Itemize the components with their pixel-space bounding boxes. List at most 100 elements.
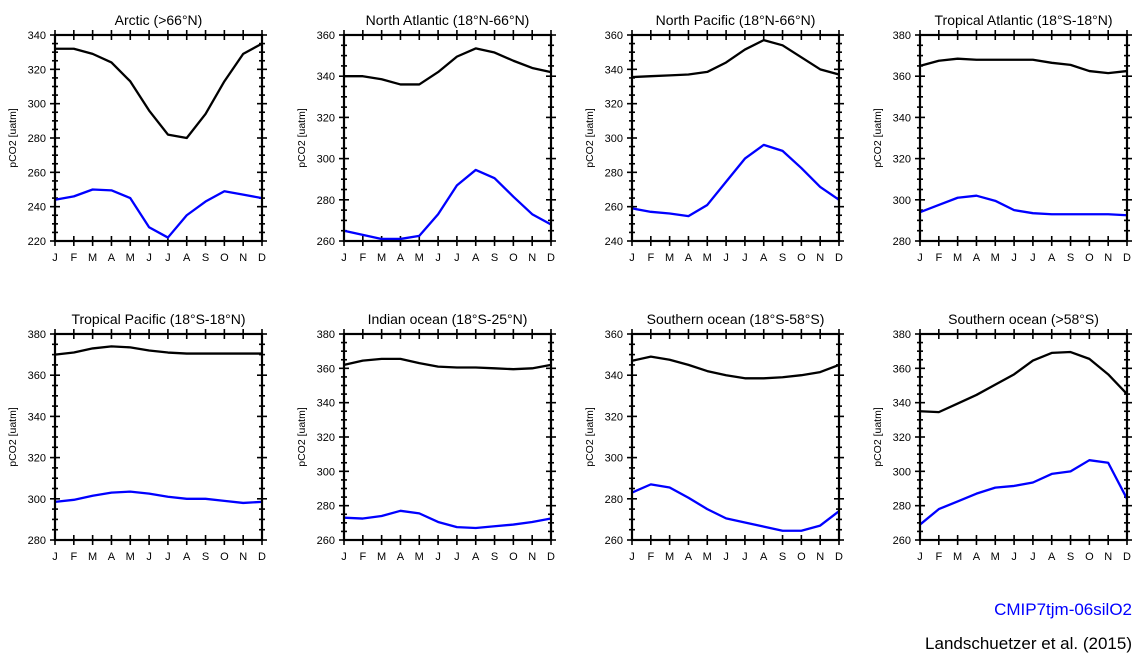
y-tick-label: 280: [893, 236, 911, 248]
series-line-observations: [55, 42, 263, 140]
y-tick-label: 320: [893, 432, 911, 444]
series-line-observations: [344, 47, 552, 86]
y-tick-label: 280: [28, 133, 46, 145]
y-tick-label: 300: [605, 453, 623, 465]
y-tick-label: 340: [893, 398, 911, 410]
x-tick-label: M: [377, 551, 386, 563]
y-tick-label: 300: [893, 195, 911, 207]
x-tick-label: F: [935, 551, 942, 563]
x-tick-label: J: [629, 252, 635, 264]
plot-frame: [53, 33, 264, 243]
panel-2: North Atlantic (18°N-66°N) pCO2 [uatm] 260…: [296, 12, 556, 264]
x-tick-label: D: [547, 551, 555, 563]
x-tick-label: N: [528, 551, 536, 563]
x-tick-label: O: [220, 551, 229, 563]
y-tick-label: 220: [28, 236, 46, 248]
panel-title: Tropical Pacific (18°S-18°N): [71, 311, 245, 327]
x-tick-label: J: [917, 551, 923, 563]
y-tick-label: 340: [605, 370, 623, 382]
x-tick-label: A: [685, 252, 693, 264]
panel-7: Southern ocean (18°S-58°S) pCO2 [uatm] 260…: [584, 311, 844, 563]
panel-5: Tropical Pacific (18°S-18°N) pCO2 [uatm] 2…: [7, 311, 267, 563]
x-tick-label: J: [435, 551, 441, 563]
x-tick-label: J: [1030, 551, 1036, 563]
y-tick-label: 300: [605, 133, 623, 145]
x-tick-label: M: [953, 252, 962, 264]
x-tick-label: J: [146, 252, 152, 264]
y-tick-label: 260: [28, 167, 46, 179]
plot-frame: [630, 332, 841, 542]
plot-frame: [918, 332, 1129, 542]
y-tick-label: 380: [893, 329, 911, 341]
panel-title: Southern ocean (>58°S): [948, 311, 1099, 327]
x-tick-label: J: [165, 551, 171, 563]
x-tick-label: D: [258, 551, 266, 563]
x-tick-label: N: [239, 252, 247, 264]
x-tick-label: N: [1104, 252, 1112, 264]
y-axis-label: pCO2 [uatm]: [872, 407, 884, 467]
y-tick-label: 320: [605, 411, 623, 423]
y-axis-label: pCO2 [uatm]: [872, 108, 884, 168]
plot-frame: [630, 33, 841, 243]
series-line-observations: [54, 345, 262, 356]
series-line-model: [54, 490, 263, 505]
panel-title: Indian ocean (18°S-25°N): [368, 311, 528, 327]
x-tick-label: N: [816, 551, 824, 563]
y-tick-label: 260: [605, 202, 623, 214]
y-axis-label: pCO2 [uatm]: [7, 407, 19, 467]
series-line-observations: [919, 57, 1128, 75]
x-tick-label: M: [703, 551, 712, 563]
plot-frame: [918, 33, 1129, 243]
y-tick-label: 320: [28, 64, 46, 76]
y-tick-label: 360: [317, 30, 335, 42]
x-tick-label: J: [742, 551, 748, 563]
x-tick-label: A: [397, 551, 405, 563]
x-tick-label: N: [528, 252, 536, 264]
y-tick-label: 360: [28, 370, 46, 382]
x-tick-label: J: [1030, 252, 1036, 264]
y-tick-label: 340: [893, 112, 911, 124]
series-line-observations: [343, 357, 552, 371]
y-tick-label: 280: [893, 501, 911, 513]
panel-4: Tropical Atlantic (18°S-18°N) pCO2 [uatm]…: [872, 12, 1132, 264]
plot-frame: [342, 33, 553, 243]
y-tick-label: 340: [317, 398, 335, 410]
x-tick-label: F: [935, 252, 942, 264]
y-tick-label: 280: [317, 501, 335, 513]
x-tick-label: F: [70, 551, 77, 563]
x-tick-label: N: [1104, 551, 1112, 563]
plot-frame: [342, 332, 553, 542]
y-tick-label: 360: [605, 329, 623, 341]
y-axis-label: pCO2 [uatm]: [296, 108, 308, 168]
x-tick-label: A: [973, 252, 981, 264]
x-tick-label: O: [509, 551, 518, 563]
x-tick-label: M: [665, 551, 674, 563]
panel-8: Southern ocean (>58°S) pCO2 [uatm] 260 280 3…: [872, 311, 1132, 563]
y-tick-label: 280: [28, 535, 46, 547]
x-tick-label: D: [1123, 551, 1131, 563]
x-tick-label: M: [377, 252, 386, 264]
series-line-model: [343, 509, 552, 530]
y-tick-label: 340: [28, 30, 46, 42]
x-tick-label: J: [52, 252, 58, 264]
x-tick-label: M: [88, 551, 97, 563]
panel-title: Southern ocean (18°S-58°S): [647, 311, 825, 327]
x-tick-label: M: [126, 551, 135, 563]
x-tick-label: S: [491, 551, 498, 563]
y-tick-label: 280: [605, 494, 623, 506]
x-tick-label: M: [665, 252, 674, 264]
y-tick-label: 300: [893, 466, 911, 478]
x-tick-label: M: [415, 252, 424, 264]
x-tick-label: O: [1085, 252, 1094, 264]
panel-title: Arctic (>66°N): [115, 12, 203, 28]
y-tick-label: 300: [28, 494, 46, 506]
x-tick-label: F: [359, 551, 366, 563]
x-tick-label: M: [126, 252, 135, 264]
x-tick-label: O: [797, 252, 806, 264]
panel-6: Indian ocean (18°S-25°N) pCO2 [uatm] 260 28…: [296, 311, 556, 563]
y-tick-label: 260: [317, 236, 335, 248]
x-tick-label: A: [183, 551, 191, 563]
x-tick-label: N: [239, 551, 247, 563]
x-tick-label: M: [991, 252, 1000, 264]
